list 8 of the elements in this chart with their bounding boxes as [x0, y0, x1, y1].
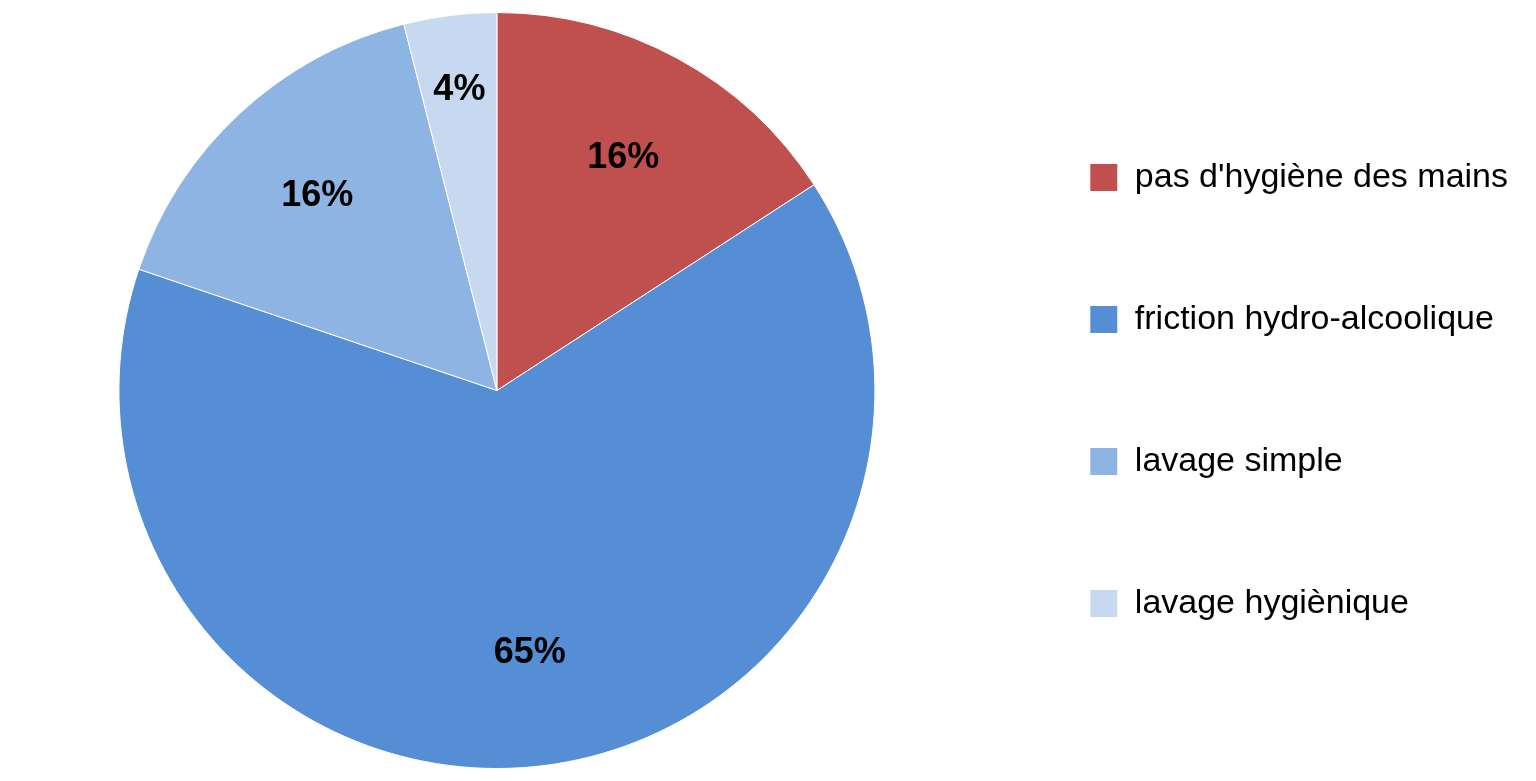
data-label: 16% — [281, 173, 354, 215]
legend-label: pas d'hygiène des mains — [1134, 155, 1508, 194]
data-label: 4% — [433, 67, 486, 109]
data-label: 65% — [493, 629, 566, 671]
legend-label: lavage simple — [1134, 439, 1343, 478]
data-label: 16% — [587, 134, 660, 176]
legend-label: lavage hygiènique — [1134, 581, 1409, 620]
legend-label: friction hydro-alcoolique — [1134, 297, 1494, 336]
